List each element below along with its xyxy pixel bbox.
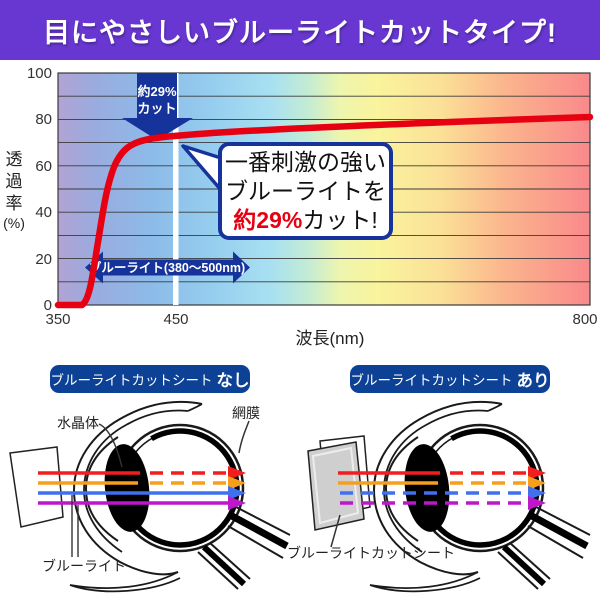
bluelight-range-label: ブルーライト(380〜500nm) [89,260,245,275]
sheet-inner-edge [311,446,360,525]
bluelight-range-arrow [85,251,250,284]
cut-percentage-arrow [122,73,193,140]
x-tick-800: 800 [572,311,597,328]
badge-with-sheet: ブルーライトカットシート あり [350,365,550,393]
x-tick-350: 350 [45,311,70,328]
x-tick-450: 450 [163,311,188,328]
y-axis-ticks: 100 80 60 40 20 0 [27,65,52,314]
eye-diagram-with-sheet: ブルーライトカットシート [287,402,590,591]
label-retina: 網膜 [232,405,260,421]
orange-ray-arrowhead-right [528,476,546,490]
callout-rest: カット! [302,206,378,233]
orange-ray-arrowhead-left [228,476,246,490]
magenta-ray-arrowhead-left [228,496,246,510]
callout-line2: ブルーライトを [225,177,386,204]
y-tick-80: 80 [35,111,52,128]
eyeball-right [370,402,590,591]
y-tick-60: 60 [35,158,52,175]
red-ray-arrowhead-right [528,466,546,480]
eye-diagram-without-sheet: 水晶体 網膜 ブルーライト [9,402,290,591]
magenta-ray-arrowhead-right [528,496,546,510]
y-tick-40: 40 [35,204,52,221]
y-tick-20: 20 [35,251,52,268]
headline-text: 目にやさしいブルーライトカットタイプ! [43,17,557,48]
y-axis-title: 透 過 率 (%) [3,150,25,231]
y-axis-char-1: 透 [6,150,23,169]
blue-ray-arrowhead-left [228,486,246,500]
eye-diagrams: 水晶体 網膜 ブルーライト ブルーライトカ [9,395,600,604]
badge-without-sheet: ブルーライトカットシート なし [50,365,250,393]
transmittance-curve [54,113,594,309]
callout-line3: 約29%カット! [233,206,377,235]
callout-bubble: 一番刺激の強い ブルーライトを 約29%カット! [218,142,393,240]
y-axis-char-3: 率 [6,194,23,213]
badge-right-suffix: あり [516,372,550,390]
badge-left-suffix: なし [216,372,250,390]
cut-arrow-label-line1: 約29% [137,84,176,99]
y-axis-unit: (%) [3,215,25,231]
headline-banner: 目にやさしいブルーライトカットタイプ! [0,0,600,60]
bluelight-cut-sheet [307,441,365,531]
y-tick-0: 0 [44,297,52,314]
label-bluelight: ブルーライト [42,558,126,574]
callout-line1: 一番刺激の強い [225,148,386,175]
label-lens: 水晶体 [57,415,99,431]
screen-left [9,446,64,528]
badge-right-prefix: ブルーライトカットシート [350,373,513,388]
wavelength-450-marker [173,73,179,305]
lens-leader-line [98,423,123,468]
retina-leader-line [238,420,250,454]
sheet-leader-line [330,514,341,548]
blue-ray-arrowhead-right [528,486,546,500]
transmittance-chart: 約29% カット ブルーライト(380〜500nm) 100 80 60 40 … [3,65,597,348]
label-sheet: ブルーライトカットシート [287,545,455,561]
y-axis-char-2: 過 [6,172,23,191]
badge-left-prefix: ブルーライトカットシート [50,373,213,388]
x-axis-title: 波長(nm) [296,329,365,348]
light-rays-right [338,471,526,505]
y-tick-100: 100 [27,65,52,82]
cut-arrow-label-line2: カット [137,101,176,116]
red-ray-arrowhead-left [228,466,246,480]
x-axis-ticks: 350 450 800 [45,311,597,328]
callout-highlight: 約29% [233,206,303,233]
light-rays-left [38,471,228,505]
